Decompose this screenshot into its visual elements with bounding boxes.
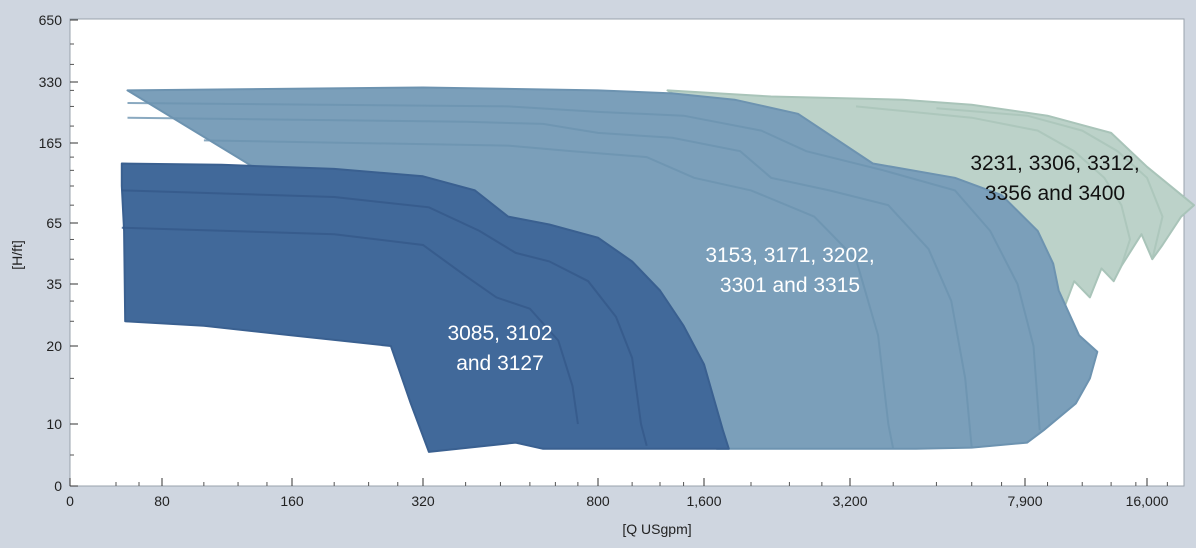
medium-curve-3: [127, 102, 1041, 431]
small-curve-0: [121, 189, 648, 446]
x-tick-label: 320: [411, 493, 435, 509]
label-medium-pumps-line-0: 3153, 3171, 3202,: [705, 244, 874, 267]
label-medium-pumps-line-1: 3301 and 3315: [720, 274, 860, 297]
y-tick-label: 165: [39, 135, 63, 151]
label-large-pumps: 3231, 3306, 3312, 3356 and 3400: [970, 152, 1139, 205]
y-tick-label: 10: [46, 416, 62, 432]
x-tick-label: 160: [280, 493, 304, 509]
y-tick-label: 0: [54, 478, 62, 494]
label-small-pumps: 3085, 3102 and 3127: [447, 322, 552, 375]
label-medium-pumps: 3153, 3171, 3202, 3301 and 3315: [705, 244, 874, 297]
label-small-pumps-line-0: 3085, 3102: [447, 322, 552, 345]
x-tick-label: 0: [66, 493, 74, 509]
region-small-pumps: [120, 162, 730, 453]
x-axis-title: [Q USgpm]: [622, 521, 691, 537]
label-large-pumps-line-0: 3231, 3306, 3312,: [970, 152, 1139, 175]
y-tick-label: 650: [39, 12, 63, 28]
x-tick-label: 1,600: [686, 493, 721, 509]
label-large-pumps-line-1: 3356 and 3400: [985, 182, 1125, 205]
large-curve-5: [855, 105, 1132, 267]
medium-curve-4: [203, 139, 895, 449]
large-curve-6: [936, 107, 1164, 260]
y-tick-label: 20: [46, 338, 62, 354]
x-tick-label: 80: [154, 493, 170, 509]
y-tick-label: 35: [46, 276, 62, 292]
y-tick-label: 65: [46, 215, 62, 231]
y-tick-label: 330: [39, 74, 63, 90]
x-tick-label: 16,000: [1126, 493, 1169, 509]
x-tick-label: 3,200: [832, 493, 867, 509]
x-tick-label: 800: [586, 493, 610, 509]
medium-curve-2: [127, 116, 973, 448]
small-curve-1: [121, 226, 579, 425]
y-axis-title: [H/ft]: [9, 240, 25, 270]
label-small-pumps-line-1: and 3127: [456, 352, 544, 375]
x-tick-label: 7,900: [1007, 493, 1042, 509]
